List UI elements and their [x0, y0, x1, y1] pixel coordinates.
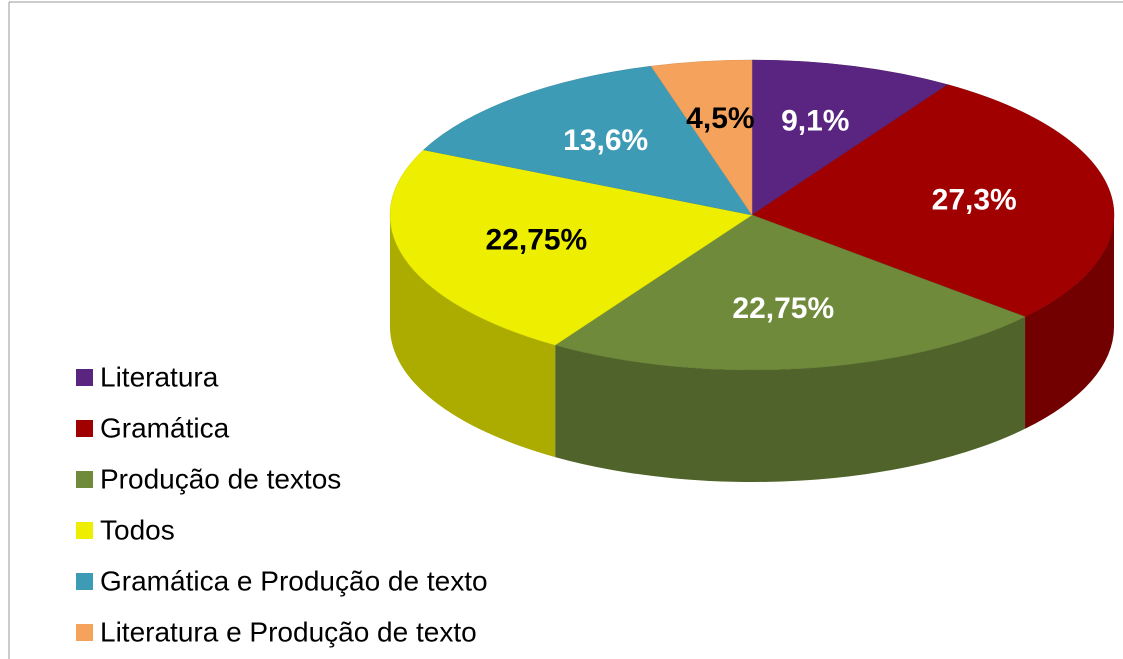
pie-walls — [390, 215, 1115, 482]
legend-label: Literatura e Produção de texto — [100, 616, 477, 647]
data-label: 22,75% — [485, 224, 587, 257]
pie-wall — [390, 215, 556, 458]
pie-top — [389, 59, 1115, 371]
pie-wall — [1025, 215, 1115, 429]
data-label: 4,5% — [686, 102, 754, 135]
pie-wall — [555, 316, 1026, 482]
legend-label: Gramática — [100, 412, 230, 443]
pie-slice — [751, 84, 1115, 318]
legend-label: Todos — [100, 514, 175, 545]
legend-swatch — [76, 522, 93, 539]
legend-label: Produção de textos — [100, 463, 341, 494]
data-label: 22,75% — [732, 292, 834, 325]
legend-swatch — [76, 573, 93, 590]
legend-swatch — [76, 471, 93, 488]
legend-swatch — [76, 624, 93, 641]
data-label: 13,6% — [563, 124, 648, 157]
pie-slice — [389, 149, 753, 346]
legend-swatch — [76, 369, 93, 386]
pie-slice — [422, 65, 753, 216]
legend-swatch — [76, 420, 93, 437]
pie-slice — [554, 214, 1026, 371]
pie-slice — [751, 59, 949, 216]
legend-label: Literatura — [100, 361, 219, 392]
pie-slice — [650, 59, 753, 216]
legend-label: Gramática e Produção de texto — [100, 565, 488, 596]
data-label: 9,1% — [781, 105, 849, 138]
data-label: 27,3% — [932, 183, 1017, 216]
